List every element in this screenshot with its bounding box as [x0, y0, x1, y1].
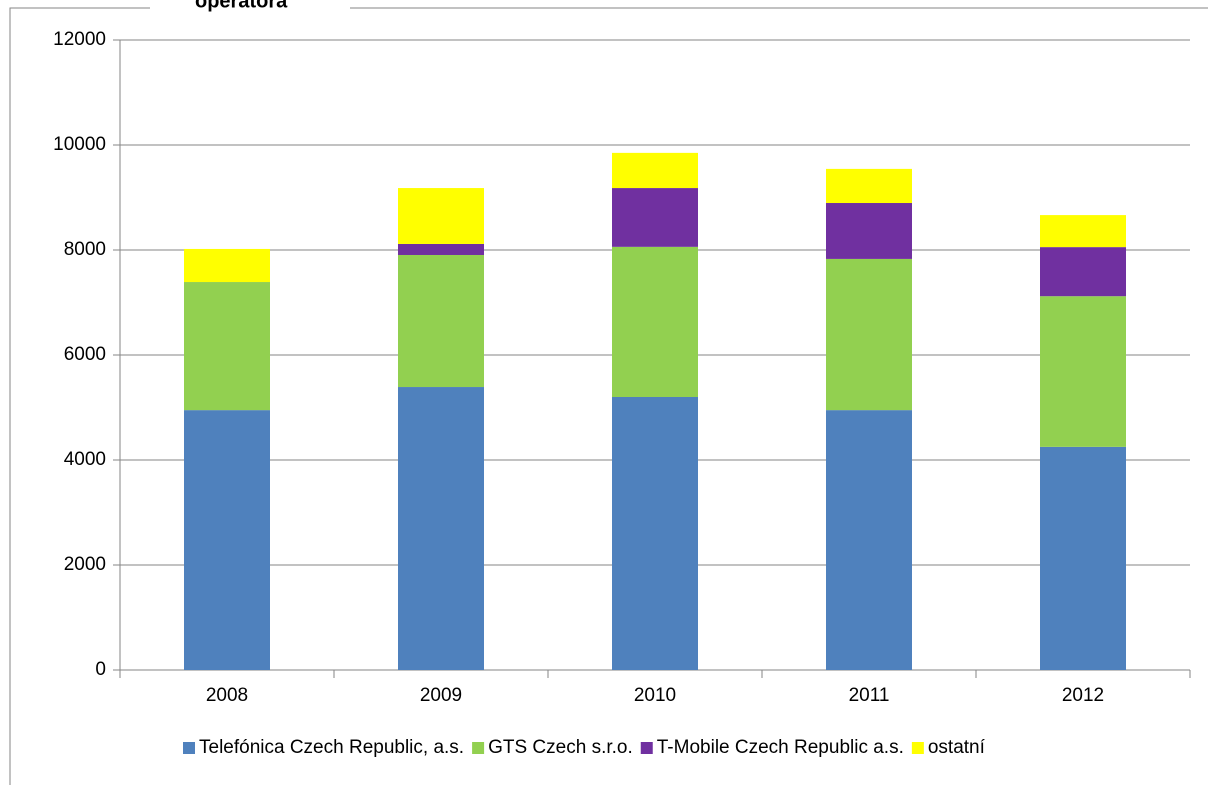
chart-title: operátora	[195, 0, 288, 12]
bar-segment	[826, 258, 912, 411]
legend-swatch	[640, 742, 653, 754]
bar-segment	[398, 188, 484, 244]
y-tick-label: 10000	[53, 134, 106, 155]
legend-label: ostatní	[928, 737, 986, 758]
y-tick-label: 4000	[64, 449, 106, 470]
legend-swatch	[911, 742, 924, 754]
title-bg	[150, 0, 350, 12]
y-tick-label: 8000	[64, 239, 106, 260]
x-tick-label: 2008	[206, 685, 248, 706]
bar-segment	[612, 397, 698, 670]
x-tick-label: 2010	[634, 685, 676, 706]
legend-label: T-Mobile Czech Republic a.s.	[657, 737, 904, 758]
bar-segment	[826, 410, 912, 670]
bar-segment	[612, 188, 698, 247]
bar-segment	[398, 387, 484, 670]
bar-segment	[612, 246, 698, 397]
bar-segment	[1040, 446, 1126, 670]
x-tick-label: 2011	[849, 685, 890, 706]
bar-segment	[184, 410, 270, 670]
y-tick-label: 6000	[64, 344, 106, 365]
y-tick-label: 12000	[53, 29, 106, 50]
legend-swatch	[472, 742, 485, 754]
y-tick-label: 0	[95, 659, 106, 680]
bar-segment	[1040, 296, 1126, 447]
chart-frame	[9, 7, 1208, 785]
bar-segment	[398, 254, 484, 388]
x-tick-label: 2012	[1062, 685, 1104, 706]
legend-label: GTS Czech s.r.o.	[488, 737, 633, 758]
legend-label: Telefónica Czech Republic, a.s.	[199, 737, 464, 758]
bar-segment	[184, 248, 270, 283]
x-tick-label: 2009	[420, 685, 462, 706]
bar-segment	[826, 168, 912, 204]
legend-swatch	[183, 742, 195, 754]
bar-segment	[398, 243, 484, 255]
bar-segment	[1040, 247, 1126, 297]
y-tick-label: 2000	[64, 554, 106, 575]
bar-segment	[826, 203, 912, 259]
bar-segment	[184, 282, 270, 411]
bar-segment	[1040, 215, 1126, 248]
bar-segment	[612, 152, 698, 189]
